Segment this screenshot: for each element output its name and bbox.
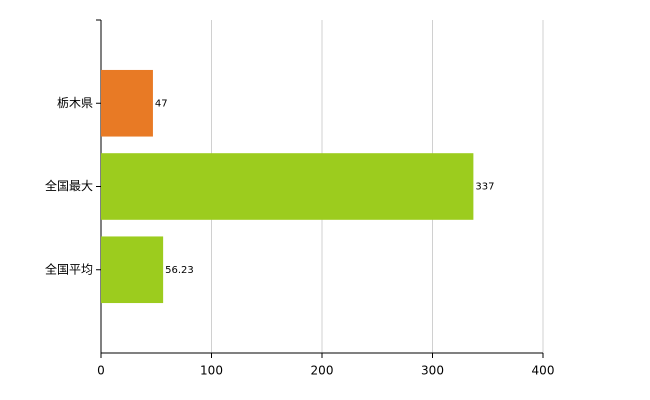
x-tick-label: 0 xyxy=(97,364,105,378)
x-tick-label: 100 xyxy=(200,364,223,378)
y-tick-label: 全国平均 xyxy=(45,261,93,276)
y-tick-label: 全国最大 xyxy=(45,178,93,193)
bar xyxy=(101,69,153,137)
bar xyxy=(101,153,474,220)
x-tick-label: 200 xyxy=(311,364,334,378)
x-tick-label: 400 xyxy=(532,364,555,378)
bar xyxy=(101,236,164,304)
data-label: 56.23 xyxy=(165,265,194,276)
x-tick-label: 300 xyxy=(421,364,444,378)
data-label: 47 xyxy=(155,98,168,109)
y-tick-label: 栃木県 xyxy=(57,96,93,110)
data-label: 337 xyxy=(475,182,494,193)
